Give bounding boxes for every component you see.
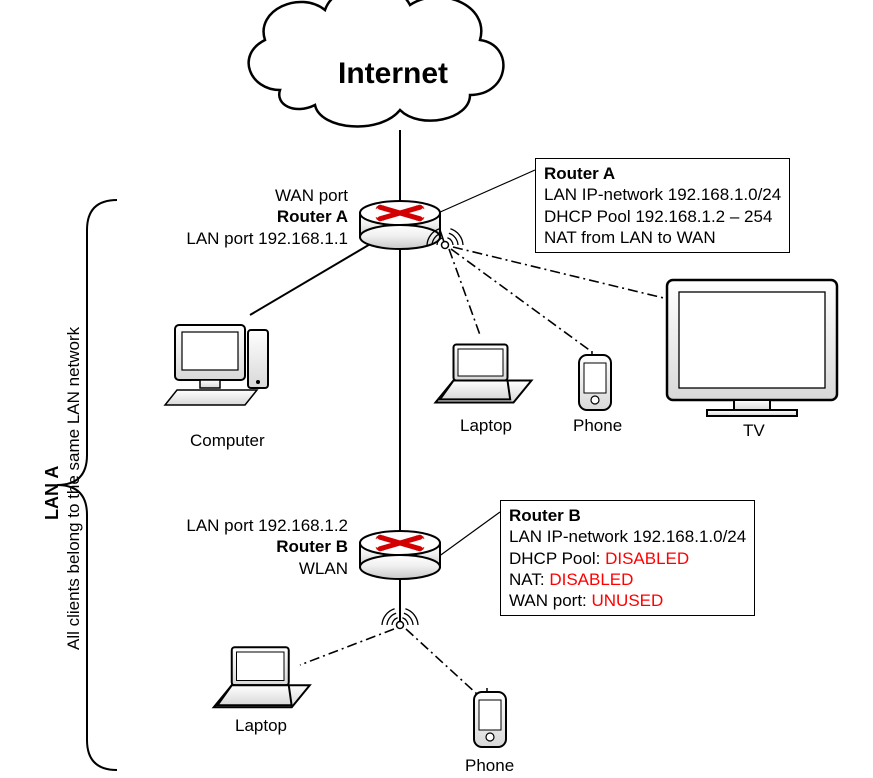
- routerB-box-title: Router B: [509, 505, 746, 526]
- laptop2-label: Laptop: [235, 715, 287, 736]
- routerB-name-label: Router B: [128, 536, 348, 557]
- brace-subtitle: All clients belong to the same LAN netwo…: [64, 327, 84, 650]
- laptop1-label: Laptop: [460, 415, 512, 436]
- routerA-name-label: Router A: [128, 206, 348, 227]
- phone2-label: Phone: [465, 755, 514, 776]
- routerB-box-lan-ip: LAN IP-network 192.168.1.0/24: [509, 526, 746, 547]
- router-icon: [360, 531, 440, 579]
- routerB-box-wan: WAN port: UNUSED: [509, 590, 746, 611]
- computer-icon: [165, 325, 268, 405]
- routerB-info-box: Router B LAN IP-network 192.168.1.0/24 D…: [500, 500, 755, 616]
- routerB-wlan-label: WLAN: [128, 558, 348, 579]
- routerB-box-dhcp: DHCP Pool: DISABLED: [509, 548, 746, 569]
- routerB-box-nat: NAT: DISABLED: [509, 569, 746, 590]
- brace-title: LAN A: [42, 466, 63, 520]
- laptop-icon: [214, 647, 310, 707]
- routerA-lan-port-label: LAN port 192.168.1.1: [128, 228, 348, 249]
- laptop-icon: [436, 345, 532, 403]
- phone-icon: [474, 688, 506, 747]
- phone-icon: [579, 351, 611, 410]
- routerA-wan-port-label: WAN port: [128, 185, 348, 206]
- phone1-label: Phone: [573, 415, 622, 436]
- routerA-left-labels: WAN port Router A LAN port 192.168.1.1: [128, 185, 348, 249]
- routerA-box-title: Router A: [544, 163, 781, 184]
- routerA-box-lan-ip: LAN IP-network 192.168.1.0/24: [544, 184, 781, 205]
- tv-icon: [667, 280, 837, 416]
- tv-label: TV: [743, 420, 765, 441]
- routerB-lan-port-label: LAN port 192.168.1.2: [128, 515, 348, 536]
- routerA-box-dhcp: DHCP Pool 192.168.1.2 – 254: [544, 206, 781, 227]
- computer-label: Computer: [190, 430, 265, 451]
- routerA-info-box: Router A LAN IP-network 192.168.1.0/24 D…: [535, 158, 790, 253]
- diagram-svg: [0, 0, 873, 778]
- cloud-label: Internet: [338, 55, 448, 93]
- routerB-left-labels: LAN port 192.168.1.2 Router B WLAN: [128, 515, 348, 579]
- routerA-box-nat: NAT from LAN to WAN: [544, 227, 781, 248]
